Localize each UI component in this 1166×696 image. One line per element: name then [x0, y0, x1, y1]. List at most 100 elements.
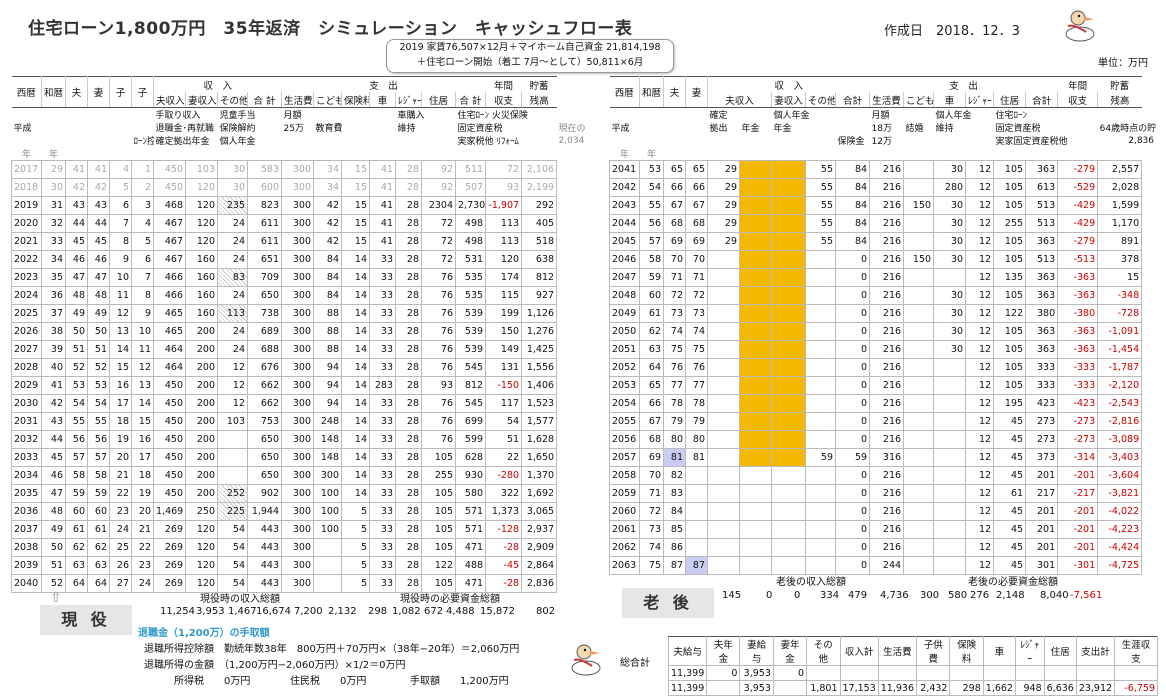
table-row: 2027 39 51 51 14 11 464 200 24 688 300 88 14 33 28 76 53…	[11, 340, 587, 359]
table-cell	[903, 178, 935, 197]
header-row: 西暦 和暦夫妻収 入支 出年間 貯蓄	[609, 76, 1157, 108]
table-cell: 300	[281, 484, 315, 503]
table-cell: 84	[834, 232, 871, 251]
table-cell: 117	[485, 394, 523, 413]
table-cell: -2,816	[1097, 412, 1143, 431]
label-cell: 年	[619, 150, 629, 160]
table-cell: 0	[834, 304, 871, 323]
table-cell: 0	[834, 250, 871, 269]
table-cell: 93	[421, 376, 457, 395]
table-cell: 54	[217, 556, 248, 575]
table-cell: 200	[185, 412, 218, 431]
table-cell: -3,403	[1097, 448, 1143, 467]
table-cell	[805, 358, 836, 377]
table-cell: -3,089	[1097, 430, 1143, 449]
table-row: 2056 68 80 80 0 216 12 45 273 -273 -3,089	[609, 430, 1157, 449]
table-cell: 82	[663, 466, 686, 485]
table-cell: 200	[185, 484, 218, 503]
total-value: 276	[970, 590, 990, 601]
table-cell: 688	[246, 340, 283, 359]
table-cell: 248	[313, 412, 343, 431]
table-cell: 628	[455, 448, 487, 467]
table-cell: 62	[87, 538, 110, 557]
table-cell: 2051	[609, 340, 640, 359]
table-row: 2032 44 56 56 19 16 450 200 650 300 148 14 33 28 76 599…	[11, 430, 587, 449]
table-cell: -1,091	[1097, 322, 1143, 341]
header-cell: 保険料	[949, 636, 984, 666]
table-cell	[664, 147, 1142, 161]
table-cell: 28	[395, 376, 423, 395]
table-cell: 1,801	[806, 680, 841, 696]
table-cell: 2304	[421, 196, 457, 215]
table-cell: 2031	[11, 412, 42, 431]
table-cell: 41	[369, 178, 397, 197]
bird-mascot-icon	[1060, 6, 1098, 44]
table-cell: 0	[834, 268, 871, 287]
table-cell: 160	[185, 286, 218, 305]
table-cell: 135	[993, 268, 1027, 287]
table-cell	[685, 520, 708, 539]
table-cell: 471	[455, 574, 487, 593]
table-cell: 28	[395, 520, 423, 539]
table-cell	[805, 520, 836, 539]
header-cell: ﾚｼﾞｬｰ	[1014, 636, 1045, 666]
table-cell: 131	[485, 358, 523, 377]
header-cell: 住居	[993, 92, 1026, 108]
table-cell	[805, 376, 836, 395]
table-cell: 443	[246, 538, 283, 557]
note-line-1: 2019 家賃76,507×12月＋マイホーム自己資金 21,814,198	[399, 42, 661, 53]
table-cell: 709	[246, 268, 283, 287]
table-cell: 36	[41, 286, 66, 305]
header-cell: 収支	[485, 92, 522, 108]
table-cell: 28	[395, 484, 423, 503]
table-cell: 33	[369, 430, 397, 449]
table-row: 2050 62 74 74 0 216 30 12 105 363 -363 -1,091	[609, 322, 1157, 341]
table-cell	[903, 268, 935, 287]
table-cell: 638	[521, 250, 558, 269]
table-cell: 450	[153, 394, 186, 413]
table-cell: 70	[685, 250, 708, 269]
table-cell: 650	[246, 286, 283, 305]
table-cell: 2063	[609, 556, 640, 575]
total-value: 8,040	[1040, 590, 1069, 601]
table-cell: 216	[869, 232, 905, 251]
table-cell: 11,936	[877, 680, 918, 696]
table-row: 2029 41 53 53 16 13 450 200 12 662 300 94 14 283 28 93 8…	[11, 376, 587, 395]
table-cell	[903, 466, 935, 485]
table-cell	[771, 286, 806, 305]
table-cell: 12	[965, 304, 995, 323]
table-cell: 15	[341, 232, 371, 251]
label-cell	[12, 134, 132, 147]
table-cell: 216	[869, 376, 905, 395]
table-cell: 84	[313, 268, 343, 287]
table-cell: 45	[993, 412, 1027, 431]
table-cell: 518	[521, 232, 558, 251]
label-cell: 年金	[741, 124, 760, 134]
header-cell: 妻給与	[739, 636, 774, 666]
table-cell: 450	[153, 376, 186, 395]
table-cell: 57	[65, 448, 88, 467]
table-cell: 55	[805, 214, 836, 233]
table-cell: 2017	[11, 160, 42, 179]
table-cell: 42	[41, 394, 66, 413]
table-cell: 930	[455, 466, 487, 485]
table-cell: 250	[185, 502, 218, 521]
table-cell	[933, 412, 967, 431]
table-cell: 812	[455, 376, 487, 395]
table-cell: 300	[281, 430, 315, 449]
table-cell	[805, 340, 836, 359]
table-cell: 105	[993, 178, 1027, 197]
table-cell: 105	[993, 250, 1027, 269]
table-cell: 1,170	[1097, 214, 1143, 233]
table-cell: 1,370	[521, 466, 558, 485]
table-cell	[707, 520, 740, 539]
table-cell: 33	[369, 556, 397, 575]
table-cell: 2,864	[521, 556, 558, 575]
table-cell	[739, 250, 772, 269]
table-cell: 22	[131, 538, 154, 557]
table-cell	[771, 412, 806, 431]
table-cell: 67	[663, 196, 686, 215]
table-cell: 300	[281, 304, 315, 323]
header-cell: その他	[217, 92, 248, 108]
table-cell: 0	[834, 556, 871, 575]
